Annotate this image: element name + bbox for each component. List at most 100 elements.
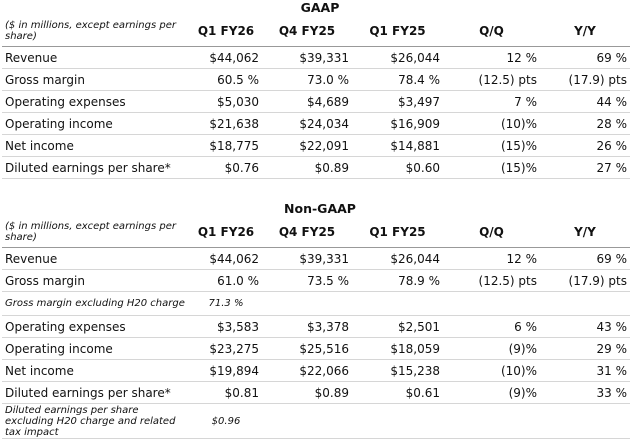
empty-cell [443,403,540,439]
row-note: Diluted earnings per share excluding H20… [2,403,190,439]
cell: $44,062 [190,247,262,270]
cell: $44,062 [190,46,262,69]
table: ($ in millions, except earnings per shar… [2,16,630,179]
cell: $22,091 [262,134,352,157]
cell: $23,275 [190,337,262,360]
cell: $2,501 [352,315,443,338]
cell: $5,030 [190,90,262,113]
cell: $0.89 [262,381,352,404]
column-header: Q1 FY26 [190,16,262,47]
cell: 31 % [540,359,630,382]
cell: $22,066 [262,359,352,382]
row-label: Diluted earnings per share* [2,156,190,179]
column-header: Q/Q [443,217,540,248]
cell: (12.5) pts [443,68,540,91]
empty-cell [540,291,630,316]
empty-cell [540,403,630,439]
cell: $18,775 [190,134,262,157]
row-label: Operating expenses [2,90,190,113]
cell: 28 % [540,112,630,135]
row-label: Gross margin [2,269,190,292]
cell: $14,881 [352,134,443,157]
cell: 33 % [540,381,630,404]
column-header: Q1 FY25 [352,16,443,47]
column-header: Y/Y [540,16,630,47]
data-row: Revenue $44,062 $39,331 $26,044 12 % 69 % [2,247,630,270]
cell: $25,516 [262,337,352,360]
data-row: Operating income $21,638 $24,034 $16,909 (10… [2,112,630,135]
section-title: GAAP [300,0,340,15]
cell: 69 % [540,247,630,270]
cell: 60.5 % [190,68,262,91]
column-header: Q/Q [443,16,540,47]
cell: 6 % [443,315,540,338]
header-note: ($ in millions, except earnings per shar… [2,217,190,248]
data-row: Diluted earnings per share* $0.81 $0.89 $0.… [2,381,630,404]
cell: (10)% [443,359,540,382]
cell: $3,583 [190,315,262,338]
cell: $4,689 [262,90,352,113]
cell: (10)% [443,112,540,135]
cell: 73.5 % [262,269,352,292]
column-header: Q1 FY25 [352,217,443,248]
cell: (15)% [443,156,540,179]
cell: $0.76 [190,156,262,179]
cell: $3,378 [262,315,352,338]
data-row: Operating income $23,275 $25,516 $18,059 (9)… [2,337,630,360]
row-label: Revenue [2,46,190,69]
row-label: Net income [2,359,190,382]
section-title: Non-GAAP [284,201,356,216]
cell: $26,044 [352,247,443,270]
spacer [0,179,640,201]
cell: $0.60 [352,156,443,179]
row-note: Gross margin excluding H20 charge [2,291,190,316]
cell: $39,331 [262,247,352,270]
row-label: Operating income [2,337,190,360]
row-label: Gross margin [2,68,190,91]
cell: 78.9 % [352,269,443,292]
note-row: Diluted earnings per share excluding H20… [2,403,630,439]
table: ($ in millions, except earnings per shar… [2,217,630,439]
cell: $18,059 [352,337,443,360]
note-row: Gross margin excluding H20 charge 71.3 % [2,291,630,316]
data-row: Gross margin 61.0 % 73.5 % 78.9 % (12.5) pts… [2,269,630,292]
cell: 12 % [443,46,540,69]
note-value: $0.96 [190,403,262,439]
cell: 27 % [540,156,630,179]
cell: 61.0 % [190,269,262,292]
cell: $26,044 [352,46,443,69]
table-body: ($ in millions, except earnings per shar… [2,217,630,439]
empty-cell [262,291,352,316]
data-row: Gross margin 60.5 % 73.0 % 78.4 % (12.5) pts… [2,68,630,91]
data-row: Operating expenses $5,030 $4,689 $3,497 7 % 4… [2,90,630,113]
header-note: ($ in millions, except earnings per shar… [2,16,190,47]
empty-cell [443,291,540,316]
empty-cell [262,403,352,439]
row-label: Diluted earnings per share* [2,381,190,404]
row-label: Revenue [2,247,190,270]
cell: $0.61 [352,381,443,404]
header-row: ($ in millions, except earnings per shar… [2,16,630,47]
cell: $16,909 [352,112,443,135]
cell: 44 % [540,90,630,113]
data-row: Operating expenses $3,583 $3,378 $2,501 6 % 4… [2,315,630,338]
row-label: Operating expenses [2,315,190,338]
cell: 12 % [443,247,540,270]
cell: $24,034 [262,112,352,135]
cell: (17.9) pts [540,68,630,91]
empty-cell [352,403,443,439]
header-row: ($ in millions, except earnings per shar… [2,217,630,248]
cell: (17.9) pts [540,269,630,292]
note-value: 71.3 % [190,291,262,316]
data-row: Net income $18,775 $22,091 $14,881 (15)% 26 % [2,134,630,157]
cell: (9)% [443,381,540,404]
column-header: Y/Y [540,217,630,248]
column-header: Q1 FY26 [190,217,262,248]
cell: $0.89 [262,156,352,179]
cell: (15)% [443,134,540,157]
cell: 43 % [540,315,630,338]
row-label: Net income [2,134,190,157]
cell: $15,238 [352,359,443,382]
data-row: Diluted earnings per share* $0.76 $0.89 $0.… [2,156,630,179]
